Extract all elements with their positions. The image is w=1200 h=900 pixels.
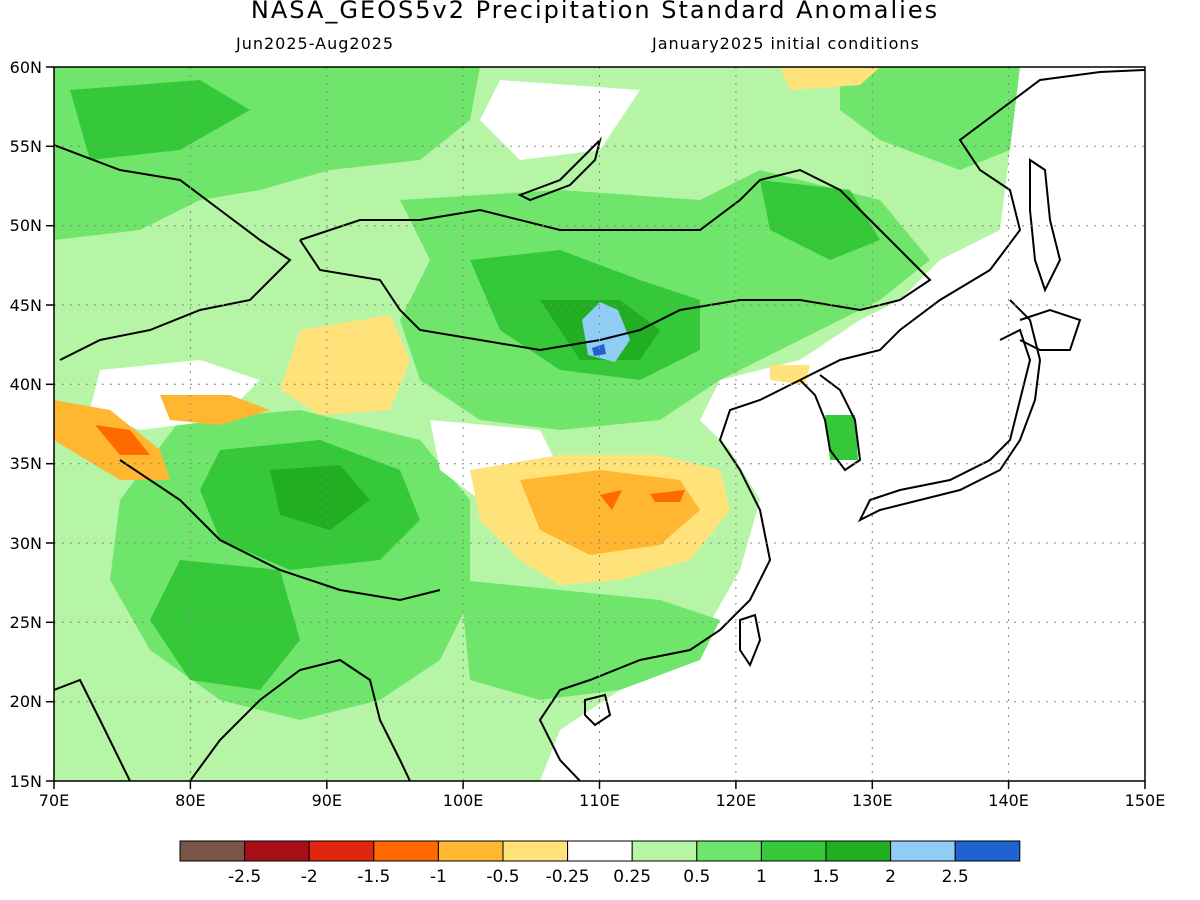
coastlines (54, 69, 1145, 781)
colorbar-swatch (760, 840, 827, 862)
colorbar-label: -1 (430, 867, 447, 887)
coastline-japan (857, 299, 1042, 523)
lake-baikal (517, 136, 602, 202)
lon-label: 120E (716, 791, 757, 810)
colorbar-label: -0.5 (486, 867, 519, 887)
field-green-south (460, 580, 720, 700)
colorbar-swatch (244, 840, 310, 862)
colorbar-label: 1.5 (812, 867, 839, 887)
colorbar-swatch (373, 840, 439, 862)
border-himalaya (119, 459, 441, 602)
colorbar-label: 0.5 (683, 867, 710, 887)
colorbar-label: 0.25 (613, 867, 651, 887)
field-yellow-north-coast (780, 67, 880, 90)
colorbar-label: 2 (885, 867, 896, 887)
graticule (54, 67, 1145, 781)
map-title: NASA_GEOS5v2 Precipitation Standard Anom… (250, 0, 940, 24)
colorbar-swatch (696, 840, 762, 862)
field-yellow-northwest (280, 315, 410, 415)
initial-conditions: January2025 initial conditions (652, 34, 920, 53)
coastline-taiwan (739, 613, 762, 668)
field-orange-northwest (160, 395, 270, 425)
field-darkgreen-north (70, 80, 250, 160)
lat-labels: 60N 55N 50N 45N 40N 35N 30N 25N 20N 15N (10, 58, 42, 791)
colorbar-swatch (825, 840, 892, 862)
coastline-hainan (584, 693, 612, 727)
axis-ticks (46, 66, 1146, 789)
colorbar-labels: -2.5 -2 -1.5 -1 -0.5 -0.25 0.25 0.5 1 1.5 2 2.5 (228, 867, 969, 887)
lat-label: 20N (10, 692, 42, 711)
border-mongolia (299, 168, 932, 352)
lat-label: 55N (10, 137, 42, 156)
lon-labels: 70E 80E 90E 100E 110E 120E 130E 140E 150… (39, 791, 1166, 810)
lon-label: 130E (852, 791, 893, 810)
colorbar-label: 2.5 (942, 867, 969, 887)
coastline-hokkaido (1019, 308, 1082, 351)
field-darkergreen-tibet (270, 465, 370, 530)
coastline-korea (799, 374, 862, 472)
lon-label: 110E (579, 791, 620, 810)
field-darkorange-west (95, 425, 150, 455)
colorbar-label: 1 (756, 867, 767, 887)
colorbar-label: -2.5 (228, 867, 261, 887)
field-blue-max (582, 302, 630, 362)
colorbar-label: -2 (301, 867, 318, 887)
forecast-period: Jun2025-Aug2025 (236, 34, 395, 53)
colorbar-swatch (437, 840, 504, 862)
field-darkorange-china-2 (650, 490, 685, 502)
lat-label: 35N (10, 454, 42, 473)
field-green-korea (825, 415, 858, 460)
border-kazakh (54, 144, 292, 361)
lon-label: 80E (175, 791, 205, 810)
colorbar-label: -0.25 (546, 867, 590, 887)
field-darkgreen-india (150, 560, 300, 690)
lat-label: 25N (10, 613, 42, 632)
lat-label: 30N (10, 534, 42, 553)
anomaly-fields (54, 67, 1145, 781)
lon-label: 100E (443, 791, 484, 810)
lon-label: 70E (39, 791, 69, 810)
coastline-india (54, 658, 411, 781)
lon-label: 90E (312, 791, 342, 810)
colorbar-swatch (631, 840, 698, 862)
colorbar-swatch (567, 840, 633, 862)
colorbar-swatch (954, 840, 1021, 862)
colorbar-swatch (502, 840, 569, 862)
field-darkorange-china-1 (600, 490, 622, 510)
lat-label: 40N (10, 375, 42, 394)
lat-label: 50N (10, 216, 42, 235)
colorbar-label: -1.5 (357, 867, 390, 887)
coastline-sakhalin (1029, 158, 1062, 293)
field-orange-china (520, 470, 700, 555)
field-darkblue-max (592, 344, 606, 356)
lon-label: 150E (1125, 791, 1166, 810)
lat-label: 15N (10, 772, 42, 791)
coastline-asia (538, 69, 1145, 781)
colorbar-swatch (308, 840, 375, 862)
lat-label: 45N (10, 296, 42, 315)
colorbar: -2.5 -2 -1.5 -1 -0.5 -0.25 0.25 0.5 1 1.5 2 2.5 (179, 840, 1021, 887)
field-green-northeast (840, 67, 1020, 170)
colorbar-swatch (179, 840, 246, 862)
lat-label: 60N (10, 58, 42, 77)
colorbar-boxes (179, 840, 1021, 862)
lon-label: 140E (988, 791, 1029, 810)
colorbar-swatch (890, 840, 956, 862)
